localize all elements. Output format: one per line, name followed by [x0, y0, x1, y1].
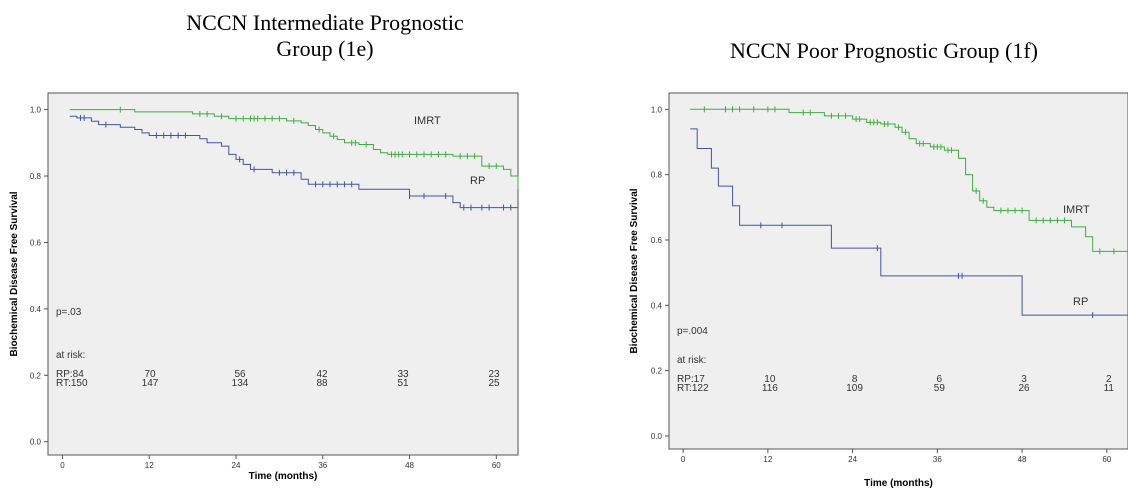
km-plot-0: 0.0 0.2 0.4 0.6 0.8 1.0 0 12 24 36 48 60 Time (month… — [9, 92, 519, 482]
series-line-imrt — [690, 108, 1128, 252]
at-risk-label: at risk: — [56, 350, 85, 361]
y-tick-label: 0.2 — [651, 367, 663, 376]
x-tick-label: 36 — [933, 455, 942, 464]
chart-title-line: NCCN Poor Prognostic Group (1f) — [730, 38, 1038, 63]
risk-value: 88 — [316, 378, 328, 389]
chart-title-line: NCCN Intermediate Prognostic — [186, 10, 464, 35]
y-tick-label: 0.8 — [651, 171, 663, 180]
risk-row-label: RT:122 — [677, 383, 709, 394]
risk-value: 51 — [397, 378, 409, 389]
x-tick-label: 24 — [848, 455, 857, 464]
y-tick-label: 0.6 — [651, 236, 663, 245]
y-tick-label: 0.4 — [651, 301, 663, 310]
x-tick-label: 12 — [763, 455, 772, 464]
x-tick-label: 24 — [232, 461, 241, 470]
x-tick-label: 36 — [318, 461, 327, 470]
risk-value: 3 — [1021, 374, 1027, 385]
risk-value: 56 — [234, 369, 246, 380]
y-tick-label: 0.0 — [30, 438, 42, 447]
risk-value: 26 — [1019, 383, 1031, 394]
y-tick-label: 0.4 — [30, 305, 42, 314]
y-tick-label: 0.0 — [651, 432, 663, 441]
series-line-rp — [690, 128, 1128, 316]
risk-value: 8 — [852, 374, 858, 385]
series-line-rp — [69, 115, 518, 209]
risk-value: 147 — [142, 378, 159, 389]
series-label-imrt: IMRT — [1063, 204, 1090, 216]
risk-value: 59 — [934, 383, 946, 394]
y-tick-label: 0.8 — [30, 172, 42, 181]
risk-row-label: RP:84 — [56, 369, 84, 380]
p-value: p=.03 — [56, 307, 82, 318]
plot-area — [47, 92, 519, 456]
x-tick-label: 48 — [405, 461, 414, 470]
x-axis-label: Time (months) — [249, 471, 318, 482]
risk-row-label: RT:150 — [56, 378, 88, 389]
x-tick-label: 12 — [145, 461, 154, 470]
chart-title-intermediate: NCCN Intermediate Prognostic Group (1e) — [90, 10, 560, 62]
risk-value: 42 — [316, 369, 328, 380]
series-line-imrt — [69, 109, 519, 190]
risk-value: 6 — [937, 374, 943, 385]
x-tick-label: 0 — [60, 461, 65, 470]
risk-value: 2 — [1106, 374, 1112, 385]
y-axis-label: Biochemical Disease Free Survival — [629, 188, 640, 353]
x-tick-label: 60 — [492, 461, 501, 470]
at-risk-label: at risk: — [677, 355, 706, 366]
y-tick-label: 0.6 — [30, 238, 42, 247]
y-axis-label: Biochemical Disease Free Survival — [9, 191, 20, 356]
series-label-rp: RP — [1073, 296, 1088, 308]
chart-title-poor: NCCN Poor Prognostic Group (1f) — [640, 38, 1128, 64]
p-value: p=.004 — [677, 326, 708, 337]
x-tick-label: 0 — [681, 455, 686, 464]
y-tick-label: 1.0 — [30, 106, 42, 115]
y-tick-label: 0.2 — [30, 371, 42, 380]
chart-title-line: Group (1e) — [276, 36, 374, 61]
risk-value: 33 — [397, 369, 409, 380]
risk-value: 23 — [488, 369, 500, 380]
y-tick-label: 1.0 — [651, 105, 663, 114]
risk-value: 116 — [762, 383, 778, 394]
risk-value: 134 — [232, 378, 249, 389]
risk-row-label: RP:17 — [677, 374, 705, 385]
x-tick-label: 60 — [1102, 455, 1111, 464]
risk-value: 70 — [144, 369, 156, 380]
risk-value: 25 — [488, 378, 500, 389]
series-label-imrt: IMRT — [414, 115, 441, 127]
risk-value: 10 — [764, 374, 776, 385]
x-tick-label: 48 — [1018, 455, 1027, 464]
series-label-rp: RP — [470, 175, 485, 187]
plot-area — [668, 92, 1128, 450]
risk-value: 11 — [1104, 383, 1115, 394]
x-axis-label: Time (months) — [864, 478, 933, 488]
risk-value: 109 — [846, 383, 863, 394]
